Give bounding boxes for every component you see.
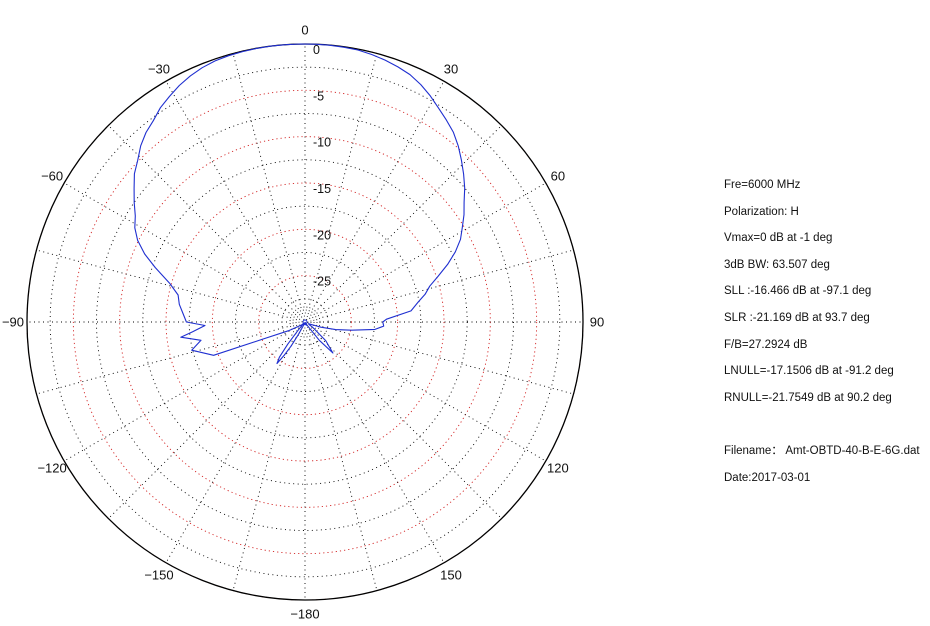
- grid-ring: [49, 66, 561, 578]
- grid-spoke: [36, 249, 288, 318]
- grid-spoke: [320, 330, 546, 462]
- grid-ring: [211, 228, 399, 416]
- grid-ring: [72, 89, 538, 555]
- grid-spoke: [309, 339, 378, 591]
- angle-tick-label: −120: [37, 461, 66, 476]
- grid-spoke: [232, 339, 301, 591]
- slr-text: SLR :-21.169 dB at 93.7 deg: [724, 311, 870, 324]
- angle-tick-label: 150: [440, 567, 462, 582]
- grid-spoke: [108, 334, 293, 519]
- angle-tick-label: 60: [551, 169, 565, 184]
- angle-tick-label: −60: [41, 169, 63, 184]
- radial-tick-label: -10: [313, 136, 331, 150]
- grid-spoke: [165, 81, 297, 307]
- date-text: Date:2017-03-01: [724, 471, 811, 484]
- filename-text: Filename： Amt-OBTD-40-B-E-6G.dat: [724, 445, 920, 458]
- center-marker: [302, 319, 308, 325]
- radiation-pattern-trace: [133, 43, 466, 365]
- grid-spoke: [232, 53, 301, 305]
- polar-grid: [26, 43, 584, 601]
- grid-ring: [188, 205, 422, 439]
- grid-spoke: [309, 53, 378, 305]
- grid-spoke: [322, 249, 574, 318]
- grid-spoke: [320, 182, 546, 314]
- grid-spoke: [36, 326, 288, 395]
- angle-tick-label: 0: [301, 23, 308, 38]
- grid-spoke: [108, 125, 293, 310]
- front-back-text: F/B=27.2924 dB: [724, 338, 808, 351]
- angle-tick-label: −30: [148, 62, 170, 77]
- vmax-text: Vmax=0 dB at -1 deg: [724, 232, 833, 245]
- grid-spoke: [313, 337, 445, 563]
- grid-spoke: [313, 81, 445, 307]
- radial-tick-label: -15: [313, 182, 331, 196]
- grid-spoke: [165, 337, 297, 563]
- angle-tick-label: −180: [290, 607, 319, 622]
- inner-grid-ring: [295, 312, 315, 332]
- grid-spoke: [322, 326, 574, 395]
- info-spacer: [724, 411, 924, 438]
- grid-ring: [235, 252, 375, 392]
- frequency-text: Fre=6000 MHz: [724, 179, 801, 191]
- grid-spoke: [317, 334, 502, 519]
- angle-tick-labels: 0 30 60 90 120 150 −180 −150 −120 −90 −60 −30: [2, 23, 604, 622]
- sll-text: SLL :-16.466 dB at -97.1 deg: [724, 285, 872, 298]
- angle-tick-label: 30: [444, 62, 458, 77]
- grid-ring: [258, 275, 352, 369]
- inner-grid-ring: [289, 306, 321, 338]
- angle-tick-label: −90: [2, 315, 24, 330]
- radial-tick-label: -25: [313, 275, 331, 289]
- angle-tick-label: −150: [144, 567, 173, 582]
- polar-chart: 0 -5 -10 -15 -20 -25 0 30 60 90 120 150 −180 −150 −12…: [2, 23, 604, 622]
- bandwidth-text: 3dB BW: 63.507 deg: [724, 258, 830, 271]
- inner-grid-ring: [298, 315, 312, 329]
- grid-spoke: [64, 330, 290, 462]
- grid-ring: [165, 182, 445, 462]
- polarization-text: Polarization: H: [724, 205, 799, 218]
- inner-grid-ring: [301, 318, 309, 326]
- grid-spoke: [64, 182, 290, 314]
- rnull-text: RNULL=-21.7549 dB at 90.2 deg: [724, 391, 892, 404]
- angle-tick-label: 90: [590, 315, 604, 330]
- inner-grid-ring: [292, 309, 318, 335]
- radial-tick-labels: 0 -5 -10 -15 -20 -25: [313, 43, 331, 289]
- radial-tick-label: 0: [313, 43, 320, 57]
- grid-ring: [96, 113, 514, 531]
- lnull-text: LNULL=-17.1506 dB at -91.2 deg: [724, 365, 894, 378]
- radial-tick-label: -20: [313, 228, 331, 242]
- info-panel: Fre=6000 MHz Polarization: H Vmax=0 dB a…: [724, 172, 924, 492]
- grid-spoke: [317, 125, 502, 310]
- angle-tick-label: 120: [547, 461, 569, 476]
- radial-tick-label: -5: [313, 89, 324, 103]
